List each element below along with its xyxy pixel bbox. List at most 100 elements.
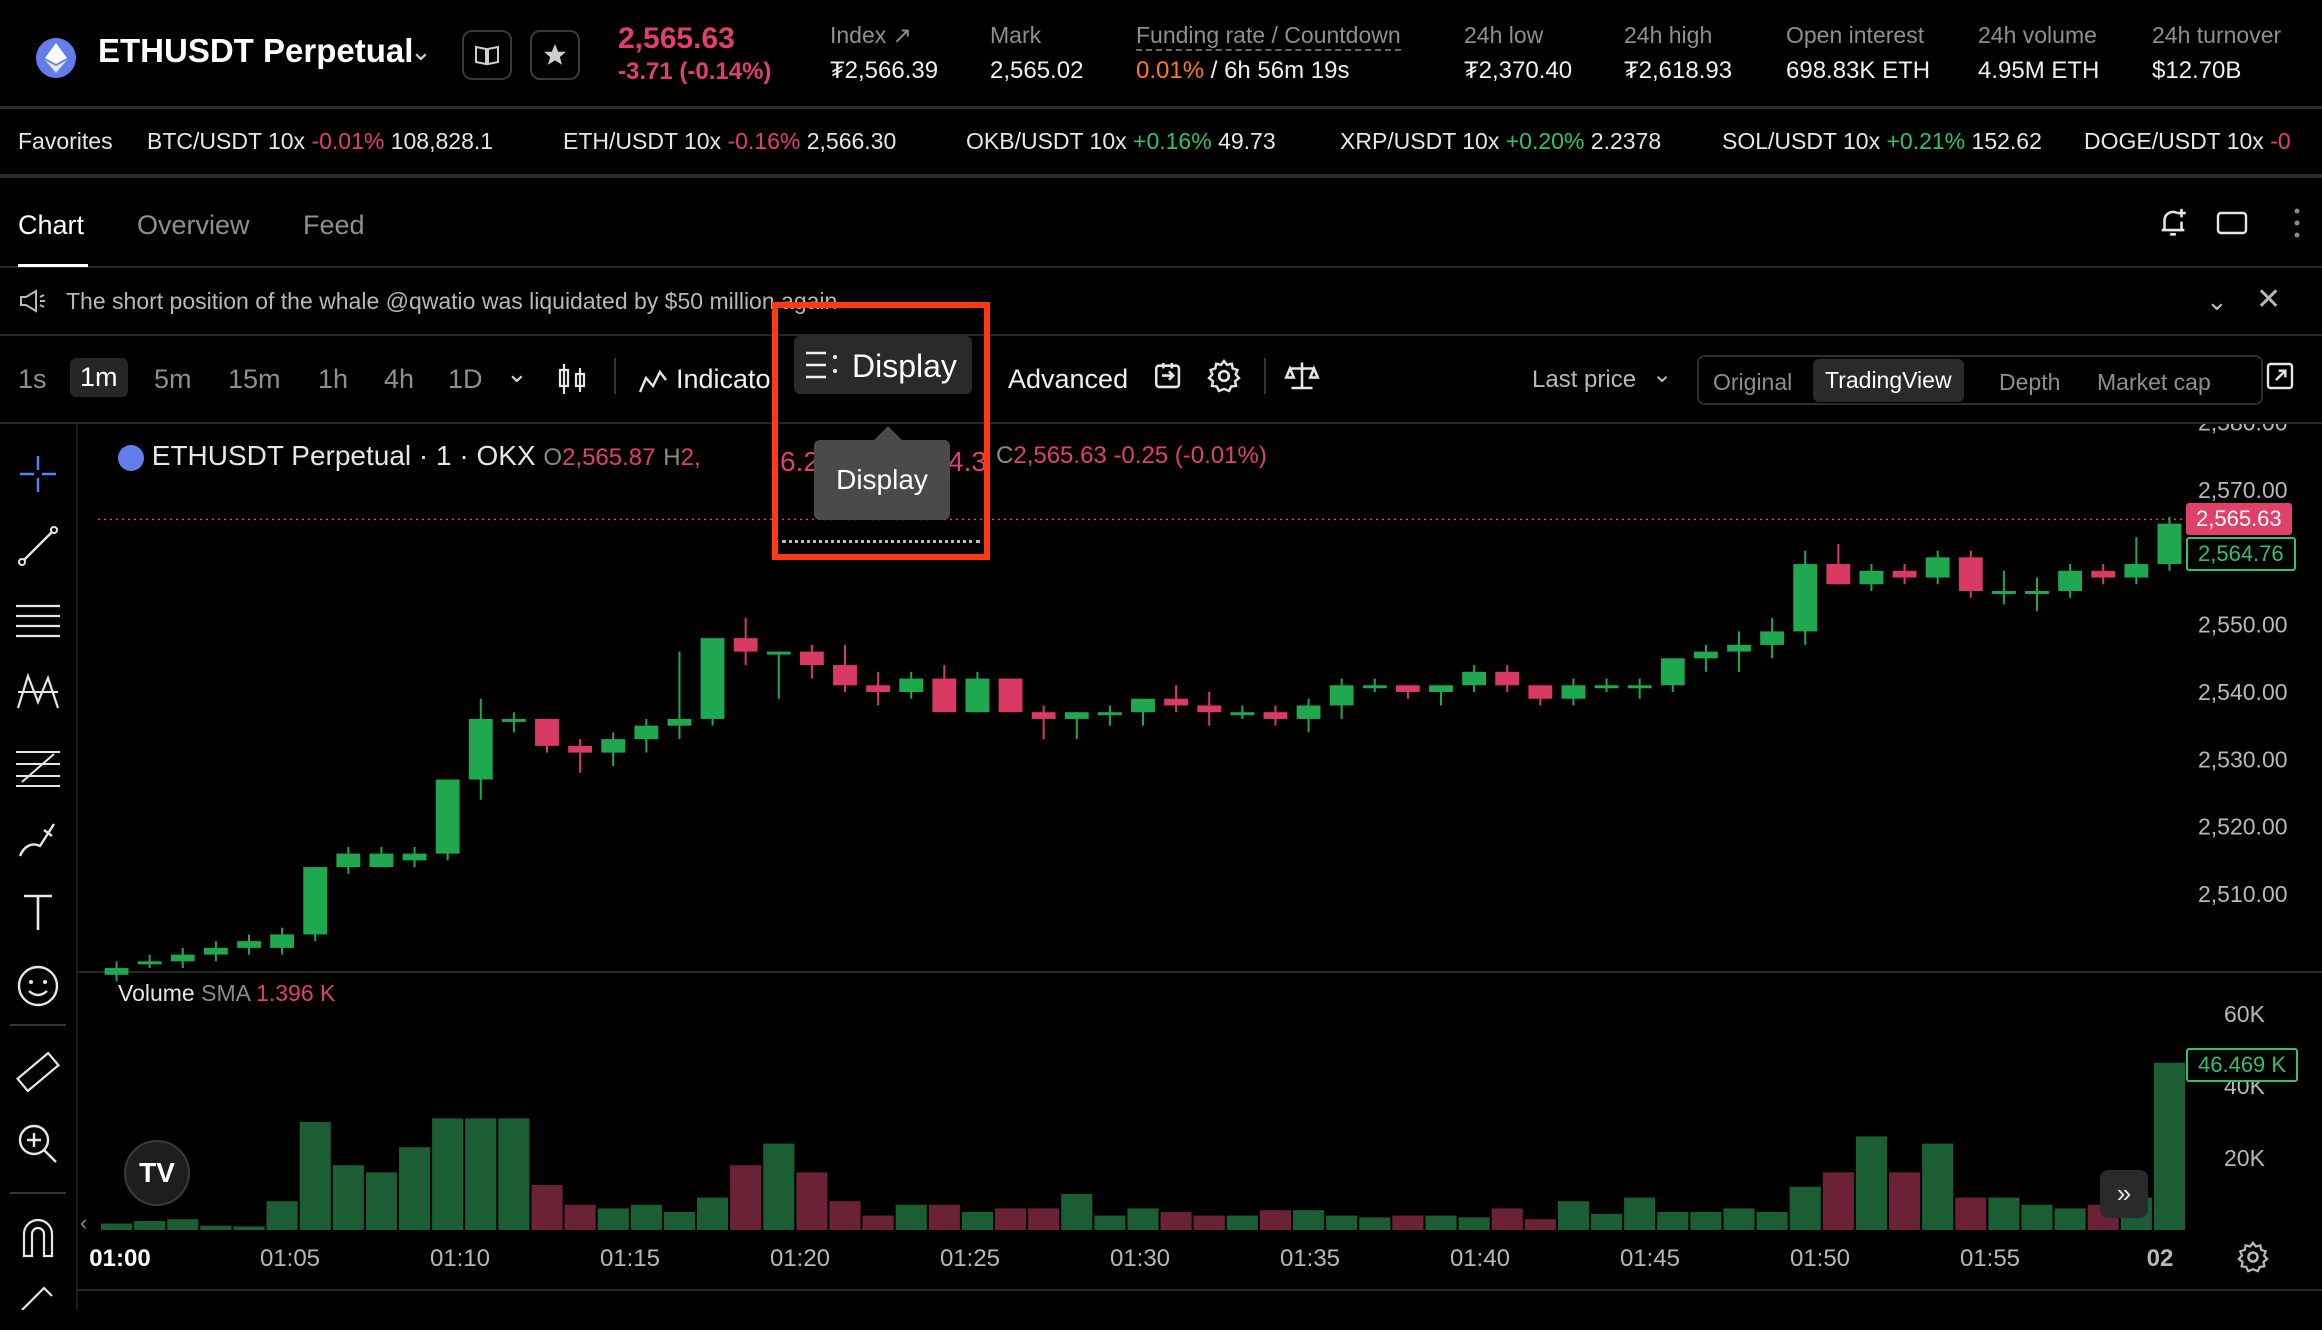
- timeframe-5m[interactable]: 5m: [154, 364, 192, 394]
- timeframe-15m[interactable]: 15m: [228, 364, 281, 394]
- view-depth[interactable]: Depth: [1999, 369, 2061, 395]
- stat-label: Index: [830, 22, 887, 48]
- emoji-icon[interactable]: [14, 962, 62, 1010]
- trend-line-icon[interactable]: [14, 522, 62, 570]
- stat-index[interactable]: Index ↗ ₮2,566.39: [830, 22, 938, 85]
- candle-body: [2058, 570, 2083, 591]
- volume-bar: [1293, 1210, 1325, 1230]
- time-axis-label: 01:30: [1110, 1245, 1170, 1272]
- favorite-item[interactable]: DOGE/USDT 10x -0: [2084, 128, 2291, 155]
- favorites-label: Favorites: [18, 128, 113, 154]
- candle-body: [2157, 523, 2182, 565]
- external-link-icon[interactable]: ↗: [892, 22, 912, 48]
- tab-overview[interactable]: Overview: [137, 210, 250, 240]
- expand-icon[interactable]: [2264, 360, 2296, 397]
- fib-retracement-icon[interactable]: [14, 742, 62, 790]
- price-tick-label: 2,550.00: [2198, 612, 2288, 638]
- news-text[interactable]: The short position of the whale @qwatio …: [66, 288, 838, 314]
- price-source-select[interactable]: Last price: [1532, 366, 1637, 393]
- star-icon[interactable]: [530, 30, 580, 80]
- tab-chart[interactable]: Chart: [18, 210, 85, 240]
- fullscreen-icon[interactable]: [2216, 210, 2248, 241]
- close-icon[interactable]: ✕: [2256, 283, 2282, 316]
- stat-funding[interactable]: Funding rate / Countdown 0.01% / 6h 56m …: [1136, 22, 1401, 85]
- view-original[interactable]: Original: [1713, 369, 1793, 395]
- pair-title[interactable]: ETHUSDT Perpetual: [98, 32, 414, 69]
- volume-bar: [1955, 1197, 1987, 1230]
- candle-body: [203, 947, 228, 955]
- scroll-to-latest-icon[interactable]: »: [2100, 1170, 2148, 1218]
- crosshair-icon[interactable]: [14, 450, 62, 498]
- timeframe-4h[interactable]: 4h: [384, 364, 415, 394]
- horizontal-lines-icon[interactable]: [14, 596, 62, 644]
- drawing-tools: ‹: [0, 424, 87, 1311]
- candlestick-type-icon[interactable]: [556, 362, 588, 401]
- chevron-down-icon[interactable]: ⌄: [2206, 286, 2228, 316]
- candle-body: [1826, 564, 1851, 585]
- legend-high: 2,: [680, 444, 701, 471]
- favorite-item[interactable]: ETH/USDT 10x -0.16% 2,566.30: [563, 128, 896, 155]
- chevron-down-icon[interactable]: ⌄: [506, 358, 528, 388]
- candle-body: [1395, 685, 1420, 692]
- candle-body: [1495, 671, 1520, 686]
- indicators-button[interactable]: Indicato: [676, 364, 771, 394]
- volume-bar: [1889, 1172, 1921, 1230]
- price-tick-label: 2,520.00: [2198, 814, 2288, 840]
- stat-24h-turnover: 24h turnover $12.70B: [2152, 22, 2281, 85]
- replay-icon[interactable]: [1152, 360, 1186, 399]
- chevron-down-icon[interactable]: ⌄: [1652, 361, 1673, 388]
- candle-body: [1859, 570, 1884, 585]
- favorite-item[interactable]: SOL/USDT 10x +0.21% 152.62: [1722, 128, 2042, 155]
- add-alert-icon[interactable]: [2156, 206, 2190, 245]
- display-button[interactable]: Display: [794, 336, 972, 394]
- volume-bar: [1425, 1215, 1457, 1230]
- megaphone-icon: [18, 288, 48, 320]
- price-chart[interactable]: 2,580.00 2,570.00 2,550.00 2,540.00 2,530.00…: [78, 424, 2322, 1310]
- chevron-down-icon[interactable]: ⌄: [410, 36, 432, 66]
- stat-value: 698.83K ETH: [1786, 57, 1931, 84]
- volume-tag: 46.469 K: [2186, 1048, 2299, 1082]
- legend-c-label: C: [996, 442, 1014, 469]
- volume-bar: [928, 1204, 960, 1230]
- zoom-in-icon[interactable]: [14, 1120, 62, 1168]
- brush-icon[interactable]: [14, 816, 62, 864]
- pencil-icon[interactable]: [14, 1282, 62, 1330]
- settings-gear-icon[interactable]: [1206, 358, 1242, 399]
- ruler-icon[interactable]: [14, 1048, 62, 1096]
- chart-settings-icon[interactable]: [2236, 1240, 2270, 1279]
- text-tool-icon[interactable]: [14, 888, 62, 936]
- timeframe-1m[interactable]: 1m: [70, 358, 128, 397]
- volume-bar: [597, 1208, 629, 1230]
- timeframe-1h[interactable]: 1h: [318, 364, 349, 394]
- timeframe-1s[interactable]: 1s: [18, 364, 47, 394]
- news-bar[interactable]: The short position of the whale @qwatio …: [0, 268, 2322, 336]
- candle-body: [1627, 685, 1652, 689]
- price-tick-label: 2,570.00: [2198, 477, 2288, 503]
- favorite-change: +0.16%: [1133, 128, 1212, 154]
- favorites-bar: Favorites BTC/USDT 10x -0.01% 108,828.1 …: [0, 110, 2322, 178]
- candle-body: [2091, 570, 2116, 578]
- scale-balance-icon[interactable]: [1284, 358, 1320, 399]
- timeframe-1d[interactable]: 1D: [448, 364, 483, 394]
- favorite-item[interactable]: OKB/USDT 10x +0.16% 49.73: [966, 128, 1276, 155]
- time-axis-label: 01:45: [1620, 1245, 1680, 1272]
- more-options-icon[interactable]: [2290, 206, 2304, 245]
- view-market-cap[interactable]: Market cap: [2097, 369, 2211, 395]
- favorite-item[interactable]: XRP/USDT 10x +0.20% 2.2378: [1340, 128, 1661, 155]
- favorite-item[interactable]: BTC/USDT 10x -0.01% 108,828.1: [147, 128, 493, 155]
- legend-close-group: C2,565.63 -0.25 (-0.01%): [996, 442, 1267, 470]
- book-icon[interactable]: [462, 30, 512, 80]
- volume-bar: [1259, 1210, 1291, 1230]
- magnet-icon[interactable]: [14, 1214, 62, 1262]
- tradingview-logo-icon[interactable]: TV: [124, 1140, 190, 1206]
- pattern-icon[interactable]: [14, 668, 62, 716]
- favorite-price: 2,566.30: [806, 128, 897, 154]
- advanced-button[interactable]: Advanced: [1008, 364, 1129, 394]
- chart-legend: ETHUSDT Perpetual · 1 · OKX O2,565.87 H2…: [118, 440, 701, 472]
- view-tradingview[interactable]: TradingView: [1813, 359, 1964, 402]
- volume-bar: [1127, 1208, 1159, 1230]
- collapse-tools-icon[interactable]: ‹: [80, 1210, 88, 1235]
- tab-feed[interactable]: Feed: [303, 210, 365, 240]
- chart-view-group: Original TradingView Depth Market cap: [1697, 355, 2263, 405]
- volume-bar: [167, 1219, 199, 1230]
